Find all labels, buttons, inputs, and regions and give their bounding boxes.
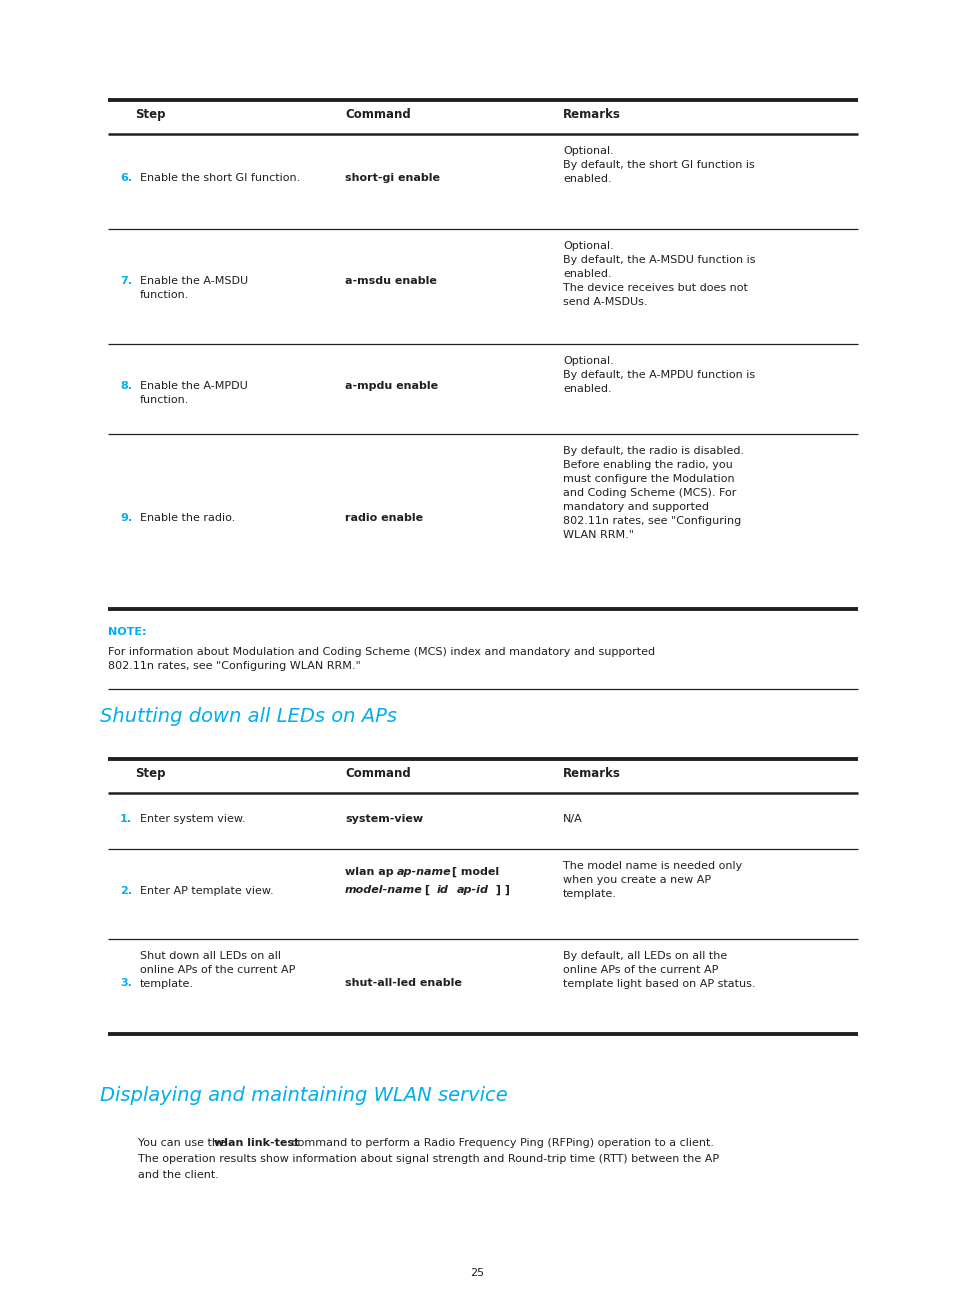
Text: Shutting down all LEDs on APs: Shutting down all LEDs on APs bbox=[100, 708, 396, 726]
Text: Enter AP template view.: Enter AP template view. bbox=[140, 886, 274, 896]
Text: wlan link-test: wlan link-test bbox=[213, 1138, 298, 1148]
Text: Command: Command bbox=[345, 108, 411, 121]
Text: 2.: 2. bbox=[120, 886, 132, 896]
Text: Shut down all LEDs on all
online APs of the current AP
template.: Shut down all LEDs on all online APs of … bbox=[140, 951, 295, 989]
Text: 1.: 1. bbox=[120, 814, 132, 824]
Text: ap-name: ap-name bbox=[396, 867, 451, 877]
Text: 9.: 9. bbox=[120, 513, 132, 524]
Text: Optional.
By default, the A-MPDU function is
enabled.: Optional. By default, the A-MPDU functio… bbox=[562, 356, 755, 394]
Text: Command: Command bbox=[345, 767, 411, 780]
Text: Optional.
By default, the A-MSDU function is
enabled.
The device receives but do: Optional. By default, the A-MSDU functio… bbox=[562, 241, 755, 307]
Text: Optional.
By default, the short GI function is
enabled.: Optional. By default, the short GI funct… bbox=[562, 146, 754, 184]
Text: command to perform a Radio Frequency Ping (RFPing) operation to a client.: command to perform a Radio Frequency Pin… bbox=[288, 1138, 713, 1148]
Text: Remarks: Remarks bbox=[562, 767, 620, 780]
Text: N/A: N/A bbox=[562, 814, 582, 824]
Text: By default, the radio is disabled.
Before enabling the radio, you
must configure: By default, the radio is disabled. Befor… bbox=[562, 446, 743, 540]
Text: Step: Step bbox=[135, 108, 165, 121]
Text: system-view: system-view bbox=[345, 814, 423, 824]
Text: 3.: 3. bbox=[120, 978, 132, 988]
Text: For information about Modulation and Coding Scheme (MCS) index and mandatory and: For information about Modulation and Cod… bbox=[108, 647, 655, 671]
Text: [ model: [ model bbox=[448, 867, 498, 877]
Text: ap-id: ap-id bbox=[456, 885, 489, 896]
Text: Step: Step bbox=[135, 767, 165, 780]
Text: Enable the A-MPDU
function.: Enable the A-MPDU function. bbox=[140, 381, 248, 404]
Text: id: id bbox=[436, 885, 449, 896]
Text: a-mpdu enable: a-mpdu enable bbox=[345, 381, 437, 391]
Text: radio enable: radio enable bbox=[345, 513, 423, 524]
Text: Displaying and maintaining WLAN service: Displaying and maintaining WLAN service bbox=[100, 1086, 507, 1105]
Text: By default, all LEDs on all the
online APs of the current AP
template light base: By default, all LEDs on all the online A… bbox=[562, 951, 755, 989]
Text: 25: 25 bbox=[470, 1267, 483, 1278]
Text: 7.: 7. bbox=[120, 276, 132, 286]
Text: You can use the: You can use the bbox=[138, 1138, 229, 1148]
Text: Enter system view.: Enter system view. bbox=[140, 814, 245, 824]
Text: model-name: model-name bbox=[345, 885, 422, 896]
Text: The model name is needed only
when you create a new AP
template.: The model name is needed only when you c… bbox=[562, 861, 741, 899]
Text: [: [ bbox=[420, 885, 434, 896]
Text: shut-all-led enable: shut-all-led enable bbox=[345, 978, 461, 988]
Text: wlan ap: wlan ap bbox=[345, 867, 397, 877]
Text: short-gi enable: short-gi enable bbox=[345, 172, 439, 183]
Text: Enable the radio.: Enable the radio. bbox=[140, 513, 235, 524]
Text: Enable the short GI function.: Enable the short GI function. bbox=[140, 172, 300, 183]
Text: 6.: 6. bbox=[120, 172, 132, 183]
Text: and the client.: and the client. bbox=[138, 1170, 218, 1179]
Text: 8.: 8. bbox=[120, 381, 132, 391]
Text: The operation results show information about signal strength and Round-trip time: The operation results show information a… bbox=[138, 1153, 719, 1164]
Text: ] ]: ] ] bbox=[492, 885, 510, 896]
Text: Enable the A-MSDU
function.: Enable the A-MSDU function. bbox=[140, 276, 248, 299]
Text: NOTE:: NOTE: bbox=[108, 627, 147, 638]
Text: Remarks: Remarks bbox=[562, 108, 620, 121]
Text: a-msdu enable: a-msdu enable bbox=[345, 276, 436, 286]
